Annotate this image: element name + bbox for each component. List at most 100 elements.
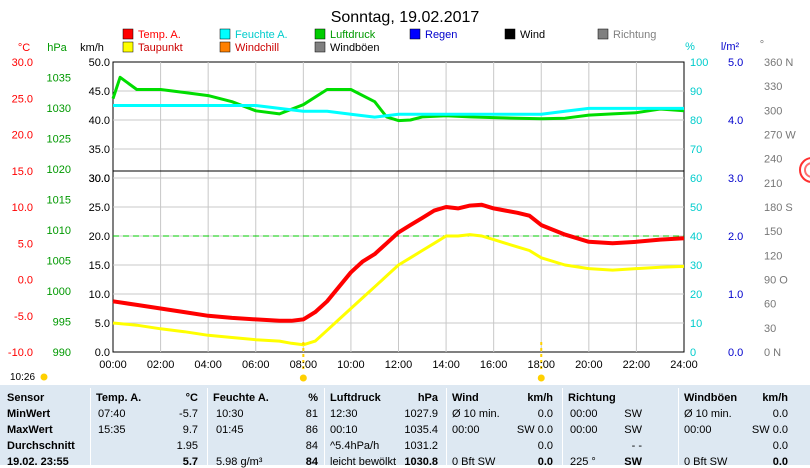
temp-tick: 30.0 [12,57,33,69]
table-column-divider [90,388,91,465]
table-cell-temp-value: 1.95 [176,440,198,452]
wind-tick-upper: 50.0 [89,57,110,69]
x-tick-label: 12:00 [385,359,413,371]
gauge-icon [799,157,810,183]
stats-table [0,385,810,465]
table-cell-wind-value: 0.0 [537,408,553,420]
table-header-wind: Wind [452,392,479,404]
pressure-tick: 1010 [47,225,71,237]
wind-tick-lower: 15.0 [89,260,110,272]
x-axis-ticks: 00:00 02:00 04:00 06:00 08:00 10:00 12:00 14:00… [99,359,698,371]
table-cell-humidity-time: 10:30 [216,408,244,420]
series-line-feuchte-a [113,104,684,119]
humidity-tick: 80 [690,115,702,127]
humidity-tick: 70 [690,144,702,156]
pressure-tick: 995 [53,316,71,328]
wind-tick-lower: 0.0 [95,347,110,359]
humidity-unit-label: % [685,41,695,53]
temp-tick: 15.0 [12,166,33,178]
table-cell-wind-value: SW 0.0 [516,424,553,436]
table-cell-humidity-value: 84 [305,456,318,468]
table-cell-humidity-value: 81 [305,408,318,420]
table-header-sensor: Sensor [7,392,45,404]
humidity-tick: 40 [690,231,702,243]
legend-label: Windböen [330,42,380,54]
legend-swatch [122,41,134,53]
temp-tick: 20.0 [12,130,33,142]
table-cell-humidity-time: 01:45 [216,424,244,436]
chart-title: Sonntag, 19.02.2017 [331,9,480,26]
wind-tick-lower: 20.0 [89,231,110,243]
legend-label: Taupunkt [138,42,183,54]
legend-swatch [597,28,609,40]
table-cell-direction-value: SW [624,424,642,436]
table-cell-pressure-time: 12:30 [330,408,358,420]
left-axis-ticks: 30.0 25.0 20.0 15.0 10.0 5.0 0.0 -5.0 -10.0 1035 1… [8,57,110,359]
table-cell-pressure-value: 1035.4 [404,424,438,436]
direction-unit-label: ° [760,39,764,51]
weather-chart: Sonntag, 19.02.2017 Temp. A. Feuchte A. Lu… [8,9,810,382]
temp-tick: 0.0 [18,275,33,287]
wind-tick-lower: 30.0 [89,173,110,185]
right-axis-ticks: 10090807060504030201005.04.03.02.01.00.0… [690,57,796,359]
humidity-tick: 20 [690,289,702,301]
humidity-tick: 100 [690,57,708,69]
table-cell-wind-time: Ø 10 min. [452,408,500,420]
rain-unit-label: l/m² [721,41,740,53]
direction-tick: 30 [764,323,776,335]
table-header-direction: Richtung [568,392,616,404]
direction-tick: 0 N [764,347,781,359]
pressure-tick: 1015 [47,194,71,206]
direction-tick: 60 [764,299,776,311]
direction-tick: 210 [764,178,782,190]
table-cell-wind-value: 0.0 [537,440,553,452]
pressure-unit-label: hPa [47,42,67,54]
x-tick-label: 00:00 [99,359,127,371]
table-cell-gusts-value: SW 0.0 [751,424,788,436]
x-tick-label: 14:00 [432,359,460,371]
x-tick-label: 06:00 [242,359,270,371]
legend-label: Windchill [235,42,279,54]
table-row-label: Durchschnitt [7,440,75,452]
humidity-tick: 60 [690,173,702,185]
data-series [111,75,685,347]
table-cell-temp-value: -5.7 [179,408,198,420]
rain-tick: 1.0 [728,289,743,301]
pressure-tick: 990 [53,347,71,359]
x-tick-label: 18:00 [527,359,555,371]
table-cell-gusts-value: 0.0 [772,440,788,452]
x-tick-label: 16:00 [480,359,508,371]
direction-tick: 120 [764,250,782,262]
series-line-luftdruck [111,75,685,123]
temp-tick: 10.0 [12,202,33,214]
legend-swatch [314,28,326,40]
x-tick-label: 20:00 [575,359,603,371]
table-cell-temp-time: 07:40 [98,408,126,420]
x-tick-label: 04:00 [194,359,222,371]
chart-legend: Temp. A. Feuchte A. Luftdruck Regen Wind Rich… [122,28,656,54]
x-tick-label: 10:00 [337,359,365,371]
table-row-label: 19.02. 23:55 [7,456,69,468]
table-cell-humidity-value: 84 [305,440,318,452]
series-line-taupunkt [112,233,685,347]
humidity-tick: 30 [690,260,702,272]
table-header-humidity-unit: % [308,392,318,404]
table-cell-pressure-value: 1031.2 [404,440,438,452]
rain-tick: 5.0 [728,57,743,69]
legend-label: Richtung [613,29,656,41]
pressure-tick: 1025 [47,133,71,145]
table-cell-direction-value: SW [624,456,642,468]
legend-swatch [219,28,231,40]
table-header-gusts: Windböen [684,392,738,404]
direction-tick: 180 S [764,202,793,214]
rain-tick: 2.0 [728,231,743,243]
legend-label: Wind [520,29,545,41]
table-cell-humidity-time: 5.98 g/m³ [216,456,263,468]
wind-tick-lower: 5.0 [95,318,110,330]
axis-unit-headers: °C hPa km/h% l/m² ° [18,39,764,54]
x-tick-label: 08:00 [290,359,318,371]
wind-unit-label: km/h [80,42,104,54]
table-cell-temp-value: 5.7 [182,456,198,468]
table-cell-direction-value: - - [631,440,642,452]
table-cell-gusts-time: Ø 10 min. [684,408,732,420]
